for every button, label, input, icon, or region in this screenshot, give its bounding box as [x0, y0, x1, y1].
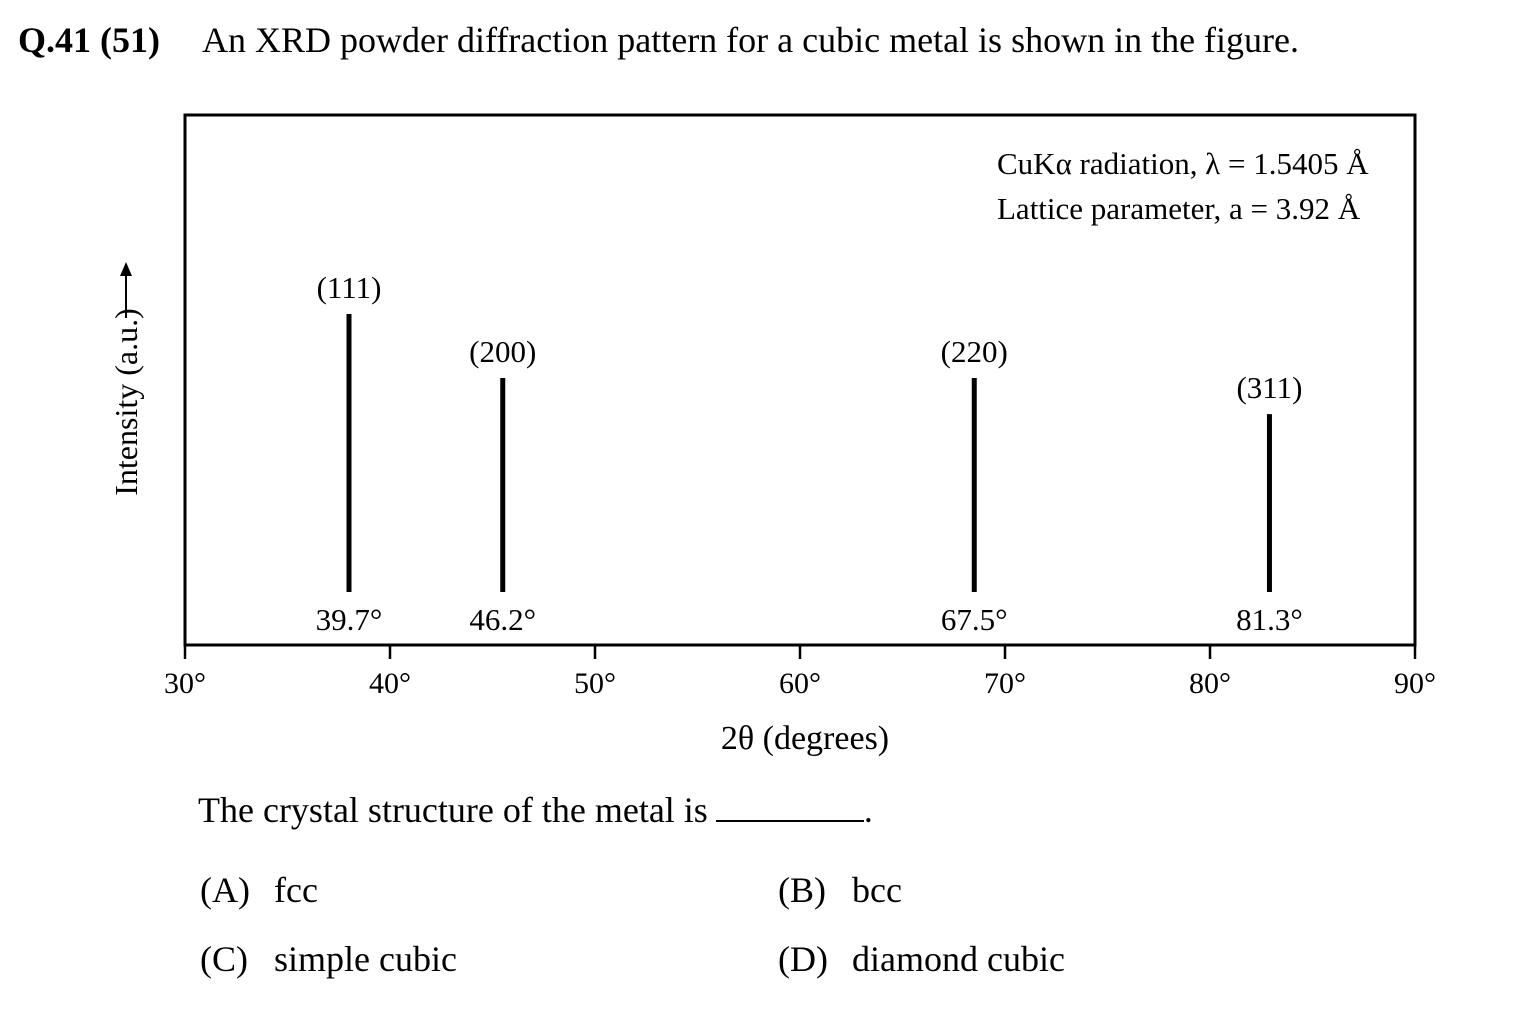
option-text: bcc [852, 870, 902, 910]
lattice-annotation: Lattice parameter, a = 3.92 Å [997, 191, 1361, 226]
answer-blank [715, 786, 864, 822]
option-text: fcc [274, 870, 318, 910]
x-axis-ticks: 30° 40° 50° 60° 70° 80° 90° [164, 645, 1436, 700]
peak-position-label: 46.2° [469, 602, 536, 637]
option-d[interactable]: (D) diamond cubic [778, 937, 1065, 981]
radiation-annotation: CuKα radiation, λ = 1.5405 Å [997, 146, 1369, 181]
peak-position-label: 39.7° [316, 602, 383, 637]
peak-hkl-label: (311) [1236, 370, 1302, 405]
peak-series: (111) 39.7° (200) 46.2° (220) 67.5° (311) 81.3° [316, 270, 1303, 637]
x-tick-label: 30° [164, 667, 206, 700]
y-axis-label: Intensity (a.u.) [108, 308, 144, 496]
option-a[interactable]: (A) fcc [200, 868, 318, 912]
option-letter: (D) [778, 939, 828, 979]
question-text: An XRD powder diffraction pattern for a … [201, 20, 1300, 60]
option-letter: (B) [778, 870, 826, 910]
option-text: diamond cubic [852, 939, 1065, 979]
option-text: simple cubic [274, 939, 457, 979]
peak-hkl-label: (220) [941, 334, 1008, 369]
option-b[interactable]: (B) bcc [778, 868, 902, 912]
peak-position-label: 67.5° [941, 602, 1008, 637]
x-tick-label: 40° [369, 667, 411, 700]
option-c[interactable]: (C) simple cubic [200, 937, 457, 981]
x-axis-label: 2θ (degrees) [721, 720, 889, 757]
peak-hkl-label: (111) [317, 270, 382, 305]
x-tick-label: 50° [574, 667, 616, 700]
option-letter: (A) [200, 870, 250, 910]
peak-hkl-label: (200) [469, 334, 536, 369]
x-tick-label: 60° [779, 667, 821, 700]
y-axis-arrow [120, 262, 132, 318]
x-tick-label: 90° [1394, 667, 1436, 700]
x-tick-label: 80° [1189, 667, 1231, 700]
option-letter: (C) [200, 939, 248, 979]
prompt-text: The crystal structure of the metal is [198, 790, 708, 830]
question-header: Q.41 (51) An XRD powder diffraction patte… [18, 18, 1299, 62]
question-number: Q.41 (51) [18, 20, 160, 60]
question-prompt: The crystal structure of the metal is. [198, 786, 873, 832]
x-tick-label: 70° [984, 667, 1026, 700]
prompt-end: . [863, 790, 873, 830]
peak-position-label: 81.3° [1236, 602, 1303, 637]
